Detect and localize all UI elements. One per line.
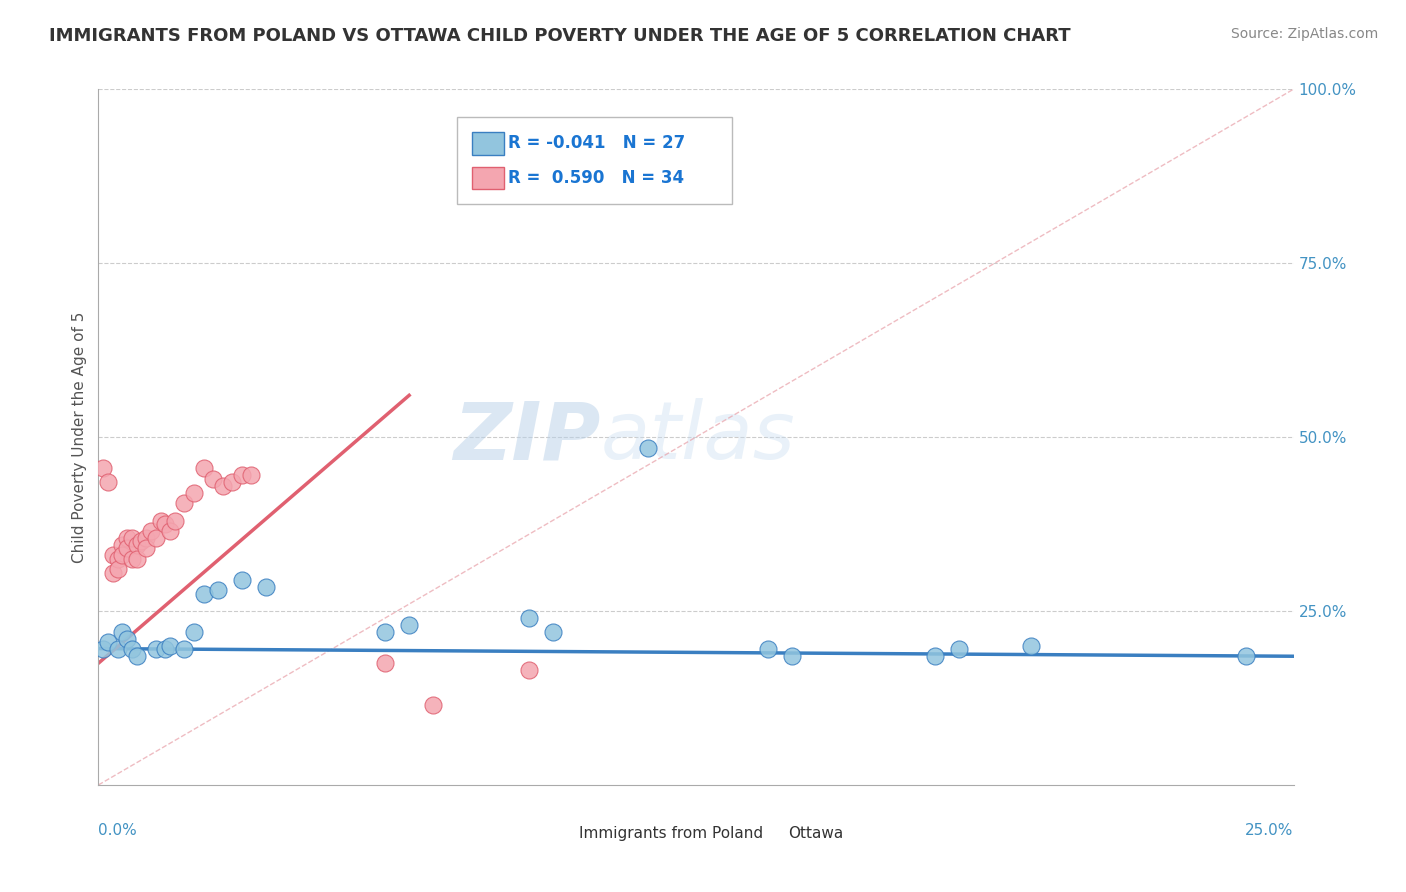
Point bbox=[1234, 649, 1257, 664]
Point bbox=[221, 475, 243, 490]
FancyBboxPatch shape bbox=[472, 167, 503, 189]
Point bbox=[155, 642, 177, 657]
FancyBboxPatch shape bbox=[457, 117, 733, 204]
Point bbox=[111, 538, 134, 552]
Point bbox=[517, 663, 540, 677]
Point bbox=[145, 531, 167, 545]
Point bbox=[159, 524, 181, 538]
FancyBboxPatch shape bbox=[759, 824, 786, 844]
Point bbox=[948, 642, 970, 657]
FancyBboxPatch shape bbox=[472, 132, 503, 154]
Point bbox=[135, 541, 157, 556]
Y-axis label: Child Poverty Under the Age of 5: Child Poverty Under the Age of 5 bbox=[72, 311, 87, 563]
Point bbox=[422, 698, 444, 712]
Text: Source: ZipAtlas.com: Source: ZipAtlas.com bbox=[1230, 27, 1378, 41]
Point bbox=[121, 531, 143, 545]
Point bbox=[193, 461, 215, 475]
Point bbox=[149, 514, 172, 528]
Point bbox=[207, 583, 229, 598]
Point bbox=[101, 566, 124, 580]
Point bbox=[155, 516, 177, 531]
Point bbox=[173, 642, 195, 657]
Point bbox=[374, 657, 396, 671]
Point bbox=[231, 468, 253, 483]
Text: R = -0.041   N = 27: R = -0.041 N = 27 bbox=[509, 135, 686, 153]
Point bbox=[173, 496, 195, 510]
Point bbox=[374, 624, 396, 639]
Point bbox=[398, 618, 420, 632]
Point bbox=[121, 642, 143, 657]
Point bbox=[183, 485, 205, 500]
Point bbox=[231, 573, 253, 587]
Point bbox=[254, 580, 277, 594]
Point bbox=[159, 639, 181, 653]
Point bbox=[107, 551, 129, 566]
Point bbox=[125, 649, 148, 664]
Point bbox=[131, 534, 153, 549]
Point bbox=[91, 461, 114, 475]
Point bbox=[115, 632, 138, 646]
Point bbox=[107, 642, 129, 657]
Point bbox=[637, 441, 659, 455]
FancyBboxPatch shape bbox=[550, 824, 576, 844]
Point bbox=[115, 531, 138, 545]
Point bbox=[924, 649, 946, 664]
Point bbox=[125, 538, 148, 552]
Text: 0.0%: 0.0% bbox=[98, 823, 138, 838]
Text: Ottawa: Ottawa bbox=[787, 826, 844, 841]
Text: Immigrants from Poland: Immigrants from Poland bbox=[579, 826, 763, 841]
Point bbox=[240, 468, 263, 483]
Text: IMMIGRANTS FROM POLAND VS OTTAWA CHILD POVERTY UNDER THE AGE OF 5 CORRELATION CH: IMMIGRANTS FROM POLAND VS OTTAWA CHILD P… bbox=[49, 27, 1071, 45]
Point bbox=[145, 642, 167, 657]
Point bbox=[193, 587, 215, 601]
Point bbox=[121, 551, 143, 566]
Point bbox=[183, 624, 205, 639]
Point bbox=[211, 479, 233, 493]
Point bbox=[1019, 639, 1042, 653]
Point bbox=[101, 549, 124, 563]
Point bbox=[541, 624, 564, 639]
Point bbox=[91, 642, 114, 657]
Point bbox=[111, 549, 134, 563]
Point bbox=[139, 524, 162, 538]
Point bbox=[115, 541, 138, 556]
Point bbox=[111, 624, 134, 639]
Point bbox=[756, 642, 779, 657]
Point bbox=[163, 514, 186, 528]
Point bbox=[97, 475, 120, 490]
Text: 25.0%: 25.0% bbox=[1246, 823, 1294, 838]
Point bbox=[135, 531, 157, 545]
Point bbox=[107, 562, 129, 576]
Point bbox=[202, 472, 225, 486]
Point bbox=[780, 649, 803, 664]
Point bbox=[125, 551, 148, 566]
Point bbox=[97, 635, 120, 649]
Text: ZIP: ZIP bbox=[453, 398, 600, 476]
Text: R =  0.590   N = 34: R = 0.590 N = 34 bbox=[509, 169, 685, 187]
Text: atlas: atlas bbox=[600, 398, 796, 476]
Point bbox=[517, 611, 540, 625]
